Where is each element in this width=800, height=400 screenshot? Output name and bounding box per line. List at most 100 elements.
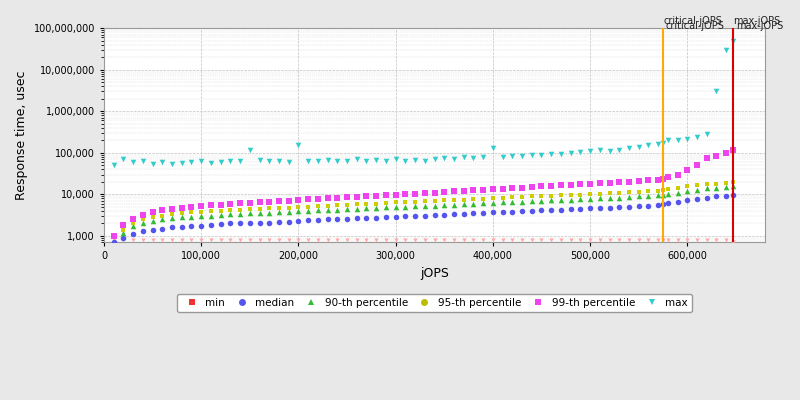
Point	[613, 146, 626, 153]
Point	[584, 180, 597, 187]
Point	[379, 237, 392, 243]
Point	[273, 198, 286, 204]
Point	[205, 202, 218, 208]
Point	[657, 187, 670, 193]
Point	[652, 141, 665, 148]
Point	[516, 237, 529, 243]
Point	[126, 223, 139, 230]
Point	[467, 196, 480, 202]
Point	[447, 188, 460, 195]
Point	[613, 190, 626, 196]
Point	[282, 197, 295, 204]
Point	[720, 150, 733, 156]
Point	[360, 215, 373, 221]
Point	[107, 162, 120, 168]
Point	[117, 156, 130, 162]
Point	[214, 208, 227, 214]
Point	[409, 213, 422, 219]
Point	[302, 217, 314, 223]
Point	[657, 192, 670, 198]
Point	[671, 137, 684, 144]
Point	[486, 200, 499, 206]
Point	[458, 201, 470, 208]
Point	[331, 158, 344, 165]
Point	[447, 201, 460, 208]
Point	[263, 205, 276, 212]
Point	[438, 237, 450, 243]
Point	[224, 201, 237, 207]
Point	[428, 189, 441, 196]
Point	[584, 191, 597, 198]
Point	[243, 200, 256, 206]
Point	[545, 183, 558, 189]
Point	[126, 220, 139, 227]
Point	[613, 179, 626, 185]
Point	[185, 209, 198, 216]
Point	[341, 206, 354, 212]
Point	[341, 157, 354, 164]
Point	[331, 237, 344, 243]
Point	[263, 198, 276, 205]
Point	[146, 227, 159, 233]
Text: critical-jOPS: critical-jOPS	[666, 21, 725, 31]
Point	[409, 190, 422, 197]
Point	[710, 152, 723, 159]
Point	[584, 237, 597, 243]
Point	[477, 237, 490, 243]
Point	[253, 156, 266, 163]
Point	[671, 199, 684, 205]
Point	[273, 209, 286, 216]
Point	[137, 237, 150, 243]
Point	[350, 206, 363, 212]
Point	[700, 131, 713, 138]
Point	[526, 184, 538, 190]
Point	[438, 189, 450, 195]
Point	[632, 189, 645, 195]
Point	[379, 200, 392, 206]
Point	[477, 196, 490, 202]
Point	[302, 196, 314, 202]
Point	[137, 220, 150, 227]
Point	[126, 231, 139, 238]
Point	[263, 210, 276, 216]
Point	[418, 190, 431, 196]
Point	[253, 219, 266, 226]
Point	[632, 193, 645, 200]
Point	[458, 196, 470, 203]
Point	[224, 220, 237, 227]
Point	[574, 149, 586, 155]
Point	[409, 198, 422, 205]
Point	[535, 152, 548, 158]
Point	[399, 199, 412, 205]
Point	[681, 197, 694, 204]
Point	[370, 215, 382, 221]
Point	[564, 237, 577, 243]
Point	[594, 205, 606, 211]
Point	[496, 209, 509, 215]
Point	[390, 199, 402, 206]
Point	[477, 210, 490, 216]
Point	[273, 218, 286, 225]
Point	[185, 214, 198, 220]
Point	[564, 196, 577, 203]
Point	[107, 237, 120, 243]
Point	[175, 204, 188, 211]
Point	[379, 192, 392, 198]
Point	[292, 208, 305, 214]
Point	[282, 209, 295, 215]
Point	[214, 221, 227, 228]
Point	[496, 199, 509, 206]
Point	[311, 157, 324, 164]
Point	[428, 202, 441, 209]
Point	[360, 193, 373, 200]
Point	[720, 184, 733, 190]
Point	[632, 203, 645, 209]
Point	[418, 198, 431, 204]
Point	[613, 194, 626, 201]
Point	[526, 208, 538, 214]
Point	[526, 198, 538, 204]
Point	[710, 88, 723, 94]
Point	[390, 214, 402, 220]
Point	[594, 190, 606, 197]
Point	[360, 237, 373, 243]
